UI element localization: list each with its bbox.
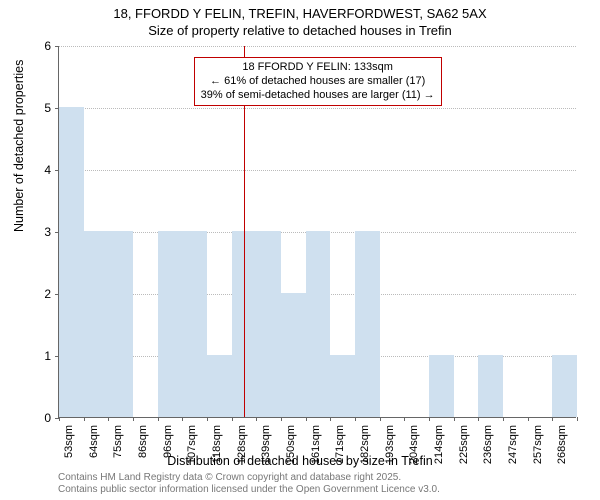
bar [59,107,84,417]
gridline [59,108,576,109]
y-tick-label: 1 [44,349,59,363]
x-tick [404,417,405,421]
bar [330,355,355,417]
y-tick-label: 4 [44,163,59,177]
bar [158,231,183,417]
x-tick [256,417,257,421]
annotation-box: 18 FFORDD Y FELIN: 133sqm← 61% of detach… [194,57,442,106]
x-tick [577,417,578,421]
bar [256,231,281,417]
x-tick [478,417,479,421]
x-tick [207,417,208,421]
bar [281,293,306,417]
x-tick [108,417,109,421]
annotation-line: 18 FFORDD Y FELIN: 133sqm [201,61,435,75]
x-tick [182,417,183,421]
x-tick [281,417,282,421]
annotation-line: 39% of semi-detached houses are larger (… [201,89,435,103]
title-line-1: 18, FFORDD Y FELIN, TREFIN, HAVERFORDWES… [0,6,600,23]
gridline [59,170,576,171]
x-tick [84,417,85,421]
bar [552,355,577,417]
x-tick [355,417,356,421]
y-tick-label: 5 [44,101,59,115]
x-tick [380,417,381,421]
property-size-chart: 18, FFORDD Y FELIN, TREFIN, HAVERFORDWES… [0,0,600,500]
x-tick [454,417,455,421]
attribution-line-2: Contains public sector information licen… [58,484,440,496]
y-tick-label: 0 [44,411,59,425]
y-tick-label: 3 [44,225,59,239]
x-tick [133,417,134,421]
x-tick [158,417,159,421]
bar [355,231,380,417]
bar [84,231,109,417]
gridline [59,46,576,47]
bar [207,355,232,417]
x-tick [306,417,307,421]
attribution-line-1: Contains HM Land Registry data © Crown c… [58,472,440,484]
y-axis-label: Number of detached properties [12,60,26,232]
bar [429,355,454,417]
x-tick [330,417,331,421]
y-tick-label: 2 [44,287,59,301]
annotation-line: ← 61% of detached houses are smaller (17… [201,75,435,89]
x-tick [232,417,233,421]
bar [306,231,331,417]
x-tick [429,417,430,421]
x-tick [552,417,553,421]
x-tick [503,417,504,421]
bar [182,231,207,417]
title-line-2: Size of property relative to detached ho… [0,23,600,40]
x-tick [59,417,60,421]
plot-area: 012345653sqm64sqm75sqm86sqm96sqm107sqm11… [58,46,576,418]
chart-title: 18, FFORDD Y FELIN, TREFIN, HAVERFORDWES… [0,0,600,40]
bar [108,231,133,417]
attribution: Contains HM Land Registry data © Crown c… [58,472,440,496]
y-tick-label: 6 [44,39,59,53]
x-tick [528,417,529,421]
x-axis-label: Distribution of detached houses by size … [0,454,600,468]
bar [478,355,503,417]
